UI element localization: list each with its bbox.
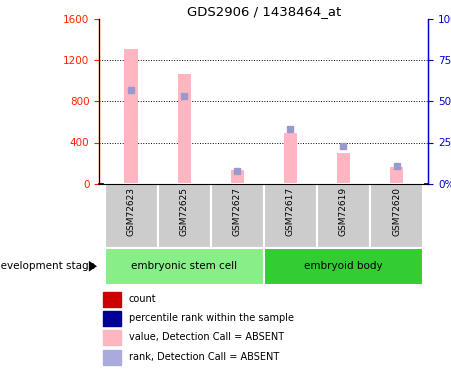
Bar: [105, 184, 158, 248]
Text: embryoid body: embryoid body: [304, 261, 383, 271]
Polygon shape: [89, 261, 97, 272]
Bar: [317, 184, 370, 248]
Bar: [158, 184, 211, 248]
Text: percentile rank within the sample: percentile rank within the sample: [129, 314, 294, 324]
Bar: [102, 330, 120, 345]
Bar: [230, 170, 244, 184]
Bar: [264, 248, 423, 285]
Text: GSM72627: GSM72627: [233, 187, 242, 236]
Text: rank, Detection Call = ABSENT: rank, Detection Call = ABSENT: [129, 352, 279, 362]
Bar: [102, 292, 120, 307]
Text: embryonic stem cell: embryonic stem cell: [131, 261, 237, 271]
Text: development stage: development stage: [0, 261, 95, 271]
Bar: [337, 153, 350, 184]
Bar: [178, 74, 191, 184]
Bar: [264, 184, 317, 248]
Text: GSM72619: GSM72619: [339, 187, 348, 236]
Title: GDS2906 / 1438464_at: GDS2906 / 1438464_at: [187, 4, 341, 18]
Bar: [211, 184, 264, 248]
Text: GSM72625: GSM72625: [179, 187, 189, 236]
Bar: [284, 133, 297, 184]
Text: count: count: [129, 294, 156, 304]
Text: value, Detection Call = ABSENT: value, Detection Call = ABSENT: [129, 332, 284, 342]
Bar: [124, 49, 138, 184]
Bar: [370, 184, 423, 248]
Text: GSM72620: GSM72620: [392, 187, 401, 236]
Text: GSM72623: GSM72623: [127, 187, 136, 236]
Bar: [102, 350, 120, 364]
Bar: [105, 248, 264, 285]
Text: GSM72617: GSM72617: [286, 187, 295, 236]
Bar: [390, 167, 403, 184]
Bar: [102, 311, 120, 326]
